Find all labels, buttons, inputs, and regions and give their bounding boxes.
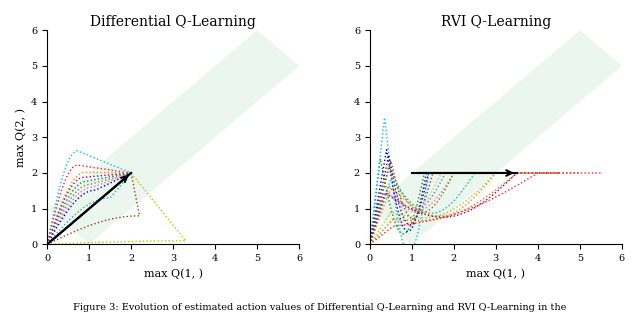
Polygon shape (47, 30, 300, 244)
Title: RVI Q-Learning: RVI Q-Learning (441, 15, 551, 29)
Title: Differential Q-Learning: Differential Q-Learning (90, 15, 256, 29)
Text: Figure 3: Evolution of estimated action values of Differential Q-Learning and RV: Figure 3: Evolution of estimated action … (74, 303, 566, 312)
X-axis label: max Q(1, ): max Q(1, ) (467, 269, 525, 279)
X-axis label: max Q(1, ): max Q(1, ) (143, 269, 203, 279)
Y-axis label: max Q(2, ): max Q(2, ) (15, 108, 26, 167)
Polygon shape (370, 30, 622, 244)
